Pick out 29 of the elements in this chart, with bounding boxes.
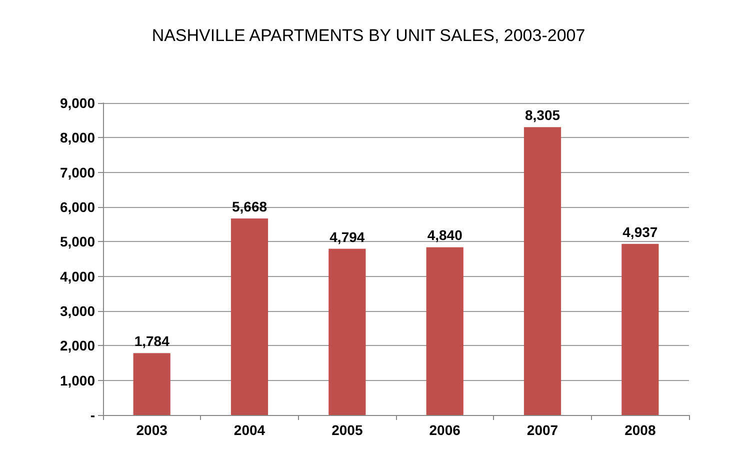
y-tick-label: 8,000 bbox=[60, 130, 96, 146]
x-tick-label: 2003 bbox=[136, 422, 168, 438]
y-tick-label: 3,000 bbox=[60, 303, 96, 319]
bar bbox=[426, 247, 464, 415]
x-tick-label: 2006 bbox=[429, 422, 461, 438]
y-tick-label: 7,000 bbox=[60, 164, 96, 180]
data-label: 8,305 bbox=[524, 107, 560, 124]
bar bbox=[622, 244, 659, 415]
bar bbox=[524, 127, 562, 415]
y-tick-label: 2,000 bbox=[60, 338, 96, 354]
bar bbox=[133, 353, 170, 415]
y-tick-label: 6,000 bbox=[60, 199, 96, 215]
x-tick-label: 2004 bbox=[234, 422, 266, 438]
bar bbox=[328, 248, 366, 415]
chart-title: NASHVILLE APARTMENTS BY UNIT SALES, 2003-2007 bbox=[152, 26, 586, 45]
bar bbox=[230, 218, 268, 415]
data-label: 4,840 bbox=[427, 227, 463, 244]
x-tick-label: 2007 bbox=[526, 422, 558, 438]
data-label: 4,937 bbox=[622, 224, 658, 240]
data-label: 4,794 bbox=[330, 228, 365, 245]
y-tick-label: 1,000 bbox=[60, 372, 96, 388]
data-label: 1,784 bbox=[134, 333, 170, 350]
y-tick-label: - bbox=[90, 407, 96, 423]
y-tick-label: 5,000 bbox=[60, 234, 96, 250]
y-tick-label: 4,000 bbox=[60, 268, 96, 284]
y-tick-label: 9,000 bbox=[60, 95, 96, 111]
data-label: 5,668 bbox=[232, 198, 268, 215]
x-tick-label: 2008 bbox=[624, 422, 656, 438]
x-tick-label: 2005 bbox=[332, 422, 363, 438]
